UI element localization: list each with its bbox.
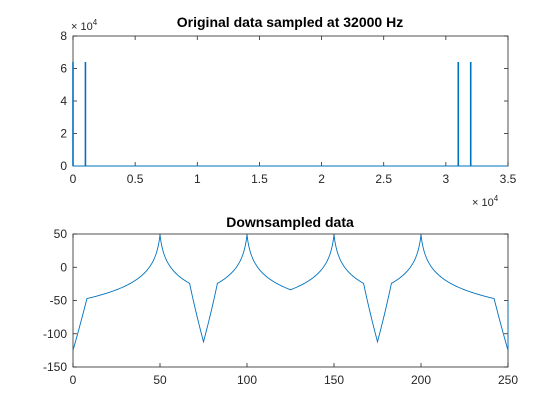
top-y-tick-label: 4 — [60, 94, 67, 108]
bottom-series-line — [72, 234, 509, 351]
top-x-multiplier-exp: 4 — [494, 194, 499, 203]
bottom-x-tick-label: 0 — [70, 373, 77, 387]
top-x-multiplier-base: × 10 — [472, 197, 494, 209]
top-y-multiplier: × 104 — [71, 18, 98, 33]
bottom-ticks: 0 50 100 150 200 250 -150 -100 -50 0 50 — [43, 227, 518, 387]
top-y-multiplier-exp: 4 — [93, 18, 98, 27]
bottom-plot-area — [72, 233, 509, 368]
bottom-x-tick-label: 200 — [411, 373, 431, 387]
top-x-multiplier: × 104 — [472, 194, 499, 209]
top-chart-title: Original data sampled at 32000 Hz — [177, 14, 403, 30]
top-y-multiplier-base: × 10 — [71, 21, 93, 33]
bottom-x-tick-label: 50 — [153, 373, 167, 387]
bottom-x-tick-label: 250 — [498, 373, 518, 387]
top-x-tick-label: 0.5 — [127, 172, 144, 186]
top-ticks: 0 0.5 1 1.5 2 2.5 3 3.5 0 2 4 6 8 — [60, 29, 516, 186]
top-y-tick-label: 6 — [60, 62, 67, 76]
top-subplot: Original data sampled at 32000 Hz 0 0.5 1 1… — [60, 14, 516, 209]
top-x-tick-label: 1 — [194, 172, 201, 186]
bottom-chart-title: Downsampled data — [226, 214, 354, 230]
top-x-tick-label: 2 — [318, 172, 325, 186]
bottom-x-tick-label: 150 — [324, 373, 344, 387]
top-y-tick-label: 0 — [60, 159, 67, 173]
bottom-x-tick-label: 100 — [237, 373, 257, 387]
top-y-tick-label: 2 — [60, 127, 67, 141]
bottom-y-tick-label: 0 — [60, 260, 67, 274]
bottom-subplot: Downsampled data 0 50 100 150 200 250 -150 -100… — [43, 214, 518, 387]
top-x-tick-label: 0 — [70, 172, 77, 186]
bottom-y-tick-label: -50 — [50, 294, 68, 308]
bottom-y-tick-label: -100 — [43, 327, 67, 341]
bottom-y-tick-label: -150 — [43, 360, 67, 374]
bottom-series — [72, 234, 509, 351]
bottom-y-tick-label: 50 — [54, 227, 68, 241]
top-x-tick-label: 3 — [443, 172, 450, 186]
top-series — [72, 62, 508, 167]
top-x-tick-label: 1.5 — [251, 172, 268, 186]
top-x-tick-label: 2.5 — [375, 172, 392, 186]
top-x-tick-label: 3.5 — [500, 172, 517, 186]
top-y-tick-label: 8 — [60, 29, 67, 43]
top-plot-area — [72, 35, 509, 167]
